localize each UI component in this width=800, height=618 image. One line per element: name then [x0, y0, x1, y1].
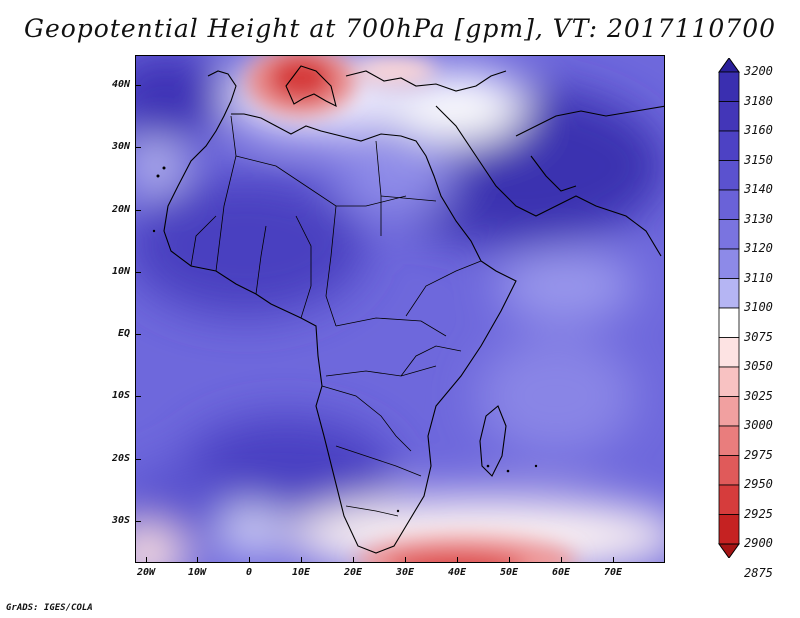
colorbar-segment	[718, 307, 740, 338]
lat-label-20s: 20S	[111, 453, 130, 464]
geopotential-field	[136, 56, 664, 562]
lat-label-30n: 30N	[111, 141, 130, 152]
colorbar-level-label: 3180	[744, 93, 773, 108]
lat-tick	[135, 521, 141, 522]
lon-tick	[249, 557, 250, 563]
lat-label-10s: 10S	[111, 390, 130, 401]
colorbar-segment	[718, 455, 740, 486]
map-title: Geopotential Height at 700hPa [gpm], VT:…	[23, 14, 777, 43]
colorbar-level-label: 3130	[744, 211, 773, 226]
lon-tick	[301, 557, 302, 563]
lon-label-0: 0	[245, 567, 253, 578]
lat-label-20n: 20N	[111, 204, 130, 215]
field-shading	[136, 56, 664, 562]
colorbar-segment	[718, 337, 740, 368]
colorbar-level-label: 3200	[744, 64, 773, 78]
lon-label-40e: 40E	[447, 567, 467, 578]
lon-label-20e: 20E	[343, 567, 363, 578]
colorbar-segment	[718, 366, 740, 397]
lat-label-eq: EQ	[117, 328, 130, 339]
field-extremes	[246, 56, 576, 562]
lon-tick	[561, 557, 562, 563]
lat-label-40n: 40N	[111, 79, 130, 90]
colorbar-level-label: 3100	[744, 300, 773, 314]
colorbar-segment	[718, 248, 740, 279]
lat-label-30s: 30S	[111, 515, 130, 526]
colorbar-level-label: 2975	[744, 447, 773, 462]
credit-text: GrADS: IGES/COLA	[6, 603, 93, 613]
lon-tick	[146, 557, 147, 563]
map-panel	[135, 55, 665, 563]
colorbar-segment	[718, 160, 740, 191]
colorbar-segment	[718, 71, 740, 102]
colorbar-level-label: 3000	[744, 418, 773, 432]
colorbar-level-label: 3120	[744, 241, 773, 255]
lat-tick	[135, 334, 141, 335]
lon-label-20w: 20W	[136, 567, 156, 578]
lon-tick	[509, 557, 510, 563]
lat-tick	[135, 459, 141, 460]
colorbar-segment	[718, 219, 740, 250]
lon-tick	[613, 557, 614, 563]
country-borders	[190, 115, 482, 517]
lat-tick	[135, 147, 141, 148]
colorbar-segment	[718, 189, 740, 220]
colorbar-level-label: 3160	[744, 123, 773, 137]
lon-label-70e: 70E	[603, 567, 623, 578]
colorbar-level-label: 2875	[744, 565, 773, 580]
colorbar-level-label: 2950	[744, 477, 773, 491]
colorbar-top-arrow	[718, 58, 740, 73]
colorbar-level-label: 2900	[744, 536, 773, 550]
lat-tick	[135, 210, 141, 211]
lon-tick	[353, 557, 354, 563]
colorbar-segment	[718, 425, 740, 456]
colorbar-segment	[718, 130, 740, 161]
lon-label-50e: 50E	[499, 567, 519, 578]
lon-label-10w: 10W	[187, 567, 207, 578]
colorbar-segment	[718, 101, 740, 132]
colorbar-segment	[718, 514, 740, 545]
colorbar-level-label: 2925	[744, 506, 773, 521]
lat-tick	[135, 396, 141, 397]
lon-label-60e: 60E	[551, 567, 571, 578]
lon-label-10e: 10E	[291, 567, 311, 578]
colorbar-level-label: 3075	[744, 329, 773, 344]
lon-tick	[197, 557, 198, 563]
colorbar-segment	[718, 484, 740, 515]
lon-tick	[457, 557, 458, 563]
colorbar-bottom-arrow	[718, 543, 740, 558]
colorbar-level-label: 3050	[744, 359, 773, 373]
lat-tick	[135, 85, 141, 86]
islands	[152, 166, 538, 513]
lat-tick	[135, 272, 141, 273]
lon-tick	[405, 557, 406, 563]
colorbar-level-label: 3110	[744, 270, 773, 285]
colorbar	[718, 58, 740, 558]
lon-label-30e: 30E	[395, 567, 415, 578]
colorbar-level-label: 3025	[744, 388, 773, 403]
colorbar-segment	[718, 278, 740, 309]
colorbar-segment	[718, 396, 740, 427]
colorbar-level-label: 3140	[744, 182, 773, 196]
coastlines	[163, 65, 664, 554]
colorbar-level-label: 3150	[744, 152, 773, 167]
lat-label-10n: 10N	[111, 266, 130, 277]
